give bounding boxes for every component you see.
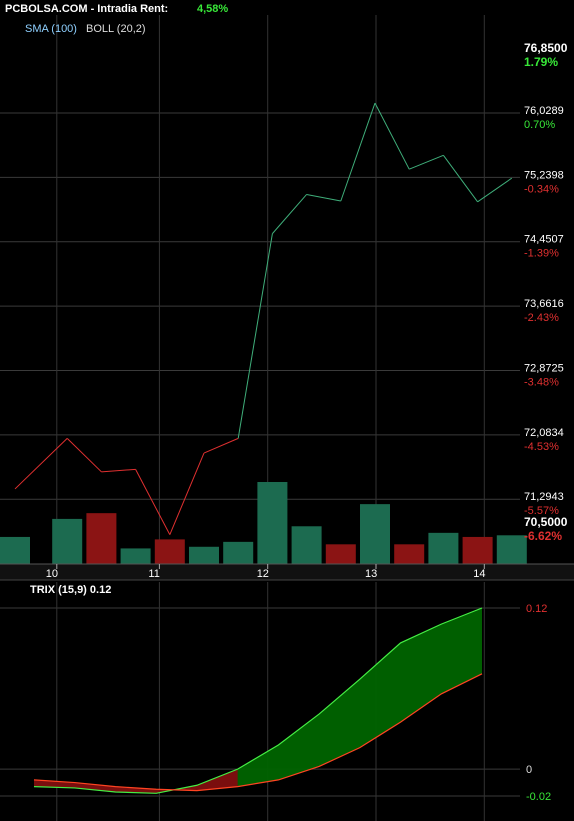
price-pct-label: -3.48% [524, 376, 559, 388]
price-tick-label: 74,4507 [524, 234, 564, 246]
volume-bar [223, 541, 254, 564]
time-tick-label: 11 [148, 568, 159, 580]
time-tick-label: 12 [257, 568, 269, 580]
trix-tick-label: 0 [526, 764, 532, 776]
indicator-legend: SMA (100) BOLL (20,2) [25, 23, 146, 35]
price-pct-label: -1.39% [524, 248, 559, 260]
trix-line [33, 607, 483, 794]
price-line-segment [237, 233, 273, 439]
price-tick-label: 76,8500 [524, 41, 568, 55]
price-line-segment [135, 469, 171, 535]
volume-bar [52, 518, 83, 564]
price-tick-label: 70,5000 [524, 515, 568, 529]
mode-label: Intradia [97, 3, 138, 15]
price-tick-label: 76,0289 [524, 105, 564, 117]
price-tick-label: 73,6616 [524, 298, 564, 310]
trix-signal-line [33, 673, 483, 792]
price-pct-label: -0.34% [524, 183, 559, 195]
sma-indicator[interactable]: SMA (100) [25, 23, 77, 35]
volume-bar [154, 539, 185, 564]
site-name: PCBOLSA.COM [5, 3, 88, 15]
price-pct-label: -2.43% [524, 312, 559, 324]
price-line-segment [374, 102, 410, 170]
volume-bar [189, 546, 219, 564]
trix-tick-label: 0.12 [526, 603, 547, 615]
trix-title: TRIX (15,9) 0.12 [30, 584, 112, 596]
price-pct-label: 0.70% [524, 119, 555, 131]
volume-bar [428, 532, 459, 564]
volume-bar [291, 526, 322, 564]
boll-indicator[interactable]: BOLL (20,2) [86, 23, 146, 35]
rent-value: 4,58% [197, 3, 229, 15]
price-line-segment [340, 102, 376, 202]
price-line-segment [203, 437, 239, 454]
header: PCBOLSA.COM - Intradia Rent: 4,58% [5, 3, 229, 15]
price-pct-label: -4.53% [524, 441, 559, 453]
price-line-segment [66, 438, 102, 473]
rent-label: Rent: [140, 3, 169, 15]
trix-tick-label: -0.02 [526, 791, 551, 803]
volume-bar [120, 548, 151, 564]
price-line-segment [14, 438, 68, 490]
price-pct-label: -5.57% [524, 505, 559, 517]
price-line-segment [306, 193, 341, 202]
time-tick-label: 14 [473, 568, 485, 580]
volume-bar [257, 482, 288, 564]
price-line-segment [442, 155, 479, 203]
volume-bar [394, 544, 425, 564]
price-line-segment [169, 452, 205, 535]
price-tick-label: 72,8725 [524, 362, 564, 374]
volume-bar [496, 535, 527, 564]
price-pct-label: 1.79% [524, 55, 558, 69]
price-tick-label: 71,2943 [524, 491, 564, 503]
price-line-segment [101, 468, 136, 473]
time-axis-strip [0, 564, 574, 580]
volume-bar [86, 513, 117, 564]
volume-bar [0, 536, 30, 564]
volume-bar [462, 536, 493, 564]
price-tick-label: 75,2398 [524, 169, 564, 181]
price-tick-label: 72,0834 [524, 427, 564, 439]
time-tick-label: 13 [365, 568, 377, 580]
price-pct-label: -6.62% [524, 529, 562, 543]
price-line-segment [477, 177, 513, 203]
volume-bar [325, 544, 356, 564]
price-line-segment [272, 194, 307, 234]
time-tick-label: 10 [46, 568, 58, 580]
price-line-segment [409, 154, 444, 170]
volume-bar [360, 504, 390, 564]
